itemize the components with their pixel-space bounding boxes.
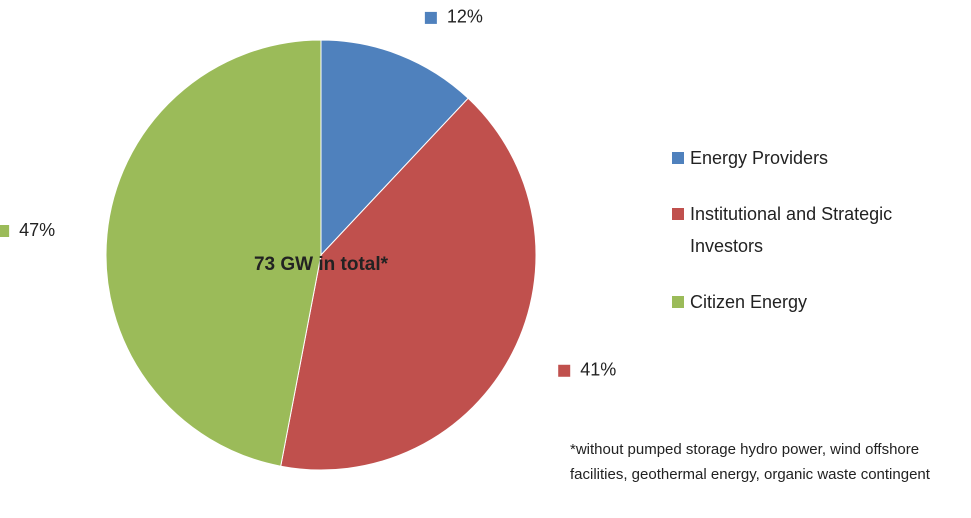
legend-label: Institutional and Strategic Investors bbox=[690, 204, 893, 256]
label-swatch bbox=[558, 364, 571, 377]
legend-swatch bbox=[672, 296, 684, 308]
pie-slice bbox=[105, 39, 322, 467]
center-label: 73 GW in total* bbox=[254, 254, 389, 275]
label-swatch bbox=[0, 225, 10, 238]
data-label: 47% bbox=[19, 220, 55, 240]
legend-item: Citizen Energy bbox=[672, 286, 957, 318]
legend-label: Citizen Energy bbox=[690, 292, 808, 312]
legend-swatch bbox=[672, 208, 684, 220]
footnote: *without pumped storage hydro power, win… bbox=[570, 441, 930, 483]
legend-item: Energy Providers bbox=[672, 142, 957, 174]
legend-swatch bbox=[672, 152, 684, 164]
legend-label: Energy Providers bbox=[690, 148, 829, 168]
label-swatch bbox=[424, 11, 437, 24]
pie-slice bbox=[280, 97, 537, 471]
legend: Energy Providers Institutional and Strate… bbox=[672, 142, 957, 342]
data-label: 41% bbox=[580, 360, 616, 380]
legend-item: Institutional and Strategic Investors bbox=[672, 198, 957, 262]
data-label: 12% bbox=[447, 7, 483, 27]
pie-slice bbox=[320, 39, 469, 257]
